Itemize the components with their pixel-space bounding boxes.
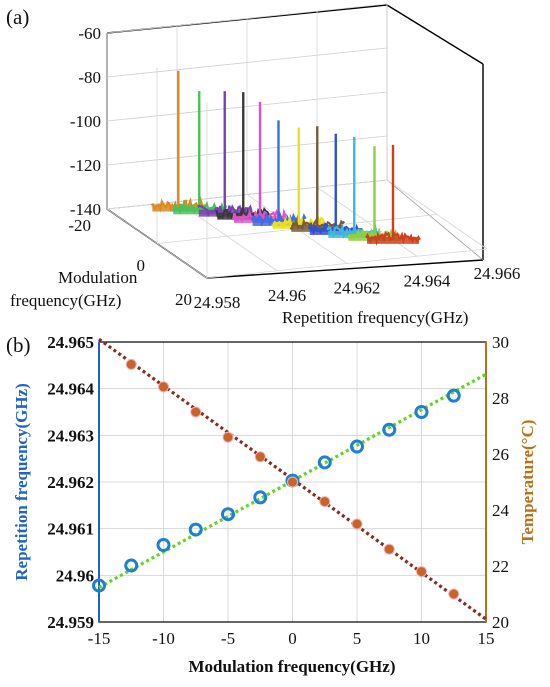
temperature-point bbox=[416, 566, 427, 578]
x-tick-label: 5 bbox=[353, 629, 362, 648]
rep-frequency-point bbox=[317, 455, 332, 470]
mod-tick-label: 0 bbox=[137, 256, 146, 275]
z-tick-label: -80 bbox=[78, 68, 101, 87]
rep-tick-label: 24.966 bbox=[474, 264, 521, 283]
y-right-tick-label: 22 bbox=[492, 557, 509, 576]
panel-b: (b) -15 -10 -5 0 5 10 15 24.959 24.96 24.961 24.96… bbox=[6, 333, 537, 676]
panel-a-ticks: -60 -80 -100 -120 -140-20 0 20 24.958 24.96 24.96… bbox=[68, 24, 520, 312]
panel-b-points bbox=[92, 358, 461, 600]
x-tick-label: 0 bbox=[288, 629, 297, 648]
rep-frequency-point bbox=[124, 558, 139, 573]
rep-tick-label: 24.964 bbox=[404, 271, 451, 290]
y-right-tick-label: 20 bbox=[492, 613, 509, 632]
mod-axis-label-line1: Modulation bbox=[58, 268, 138, 287]
x-tick-label: 15 bbox=[478, 629, 495, 648]
rep-frequency-point bbox=[221, 507, 235, 522]
y-left-tick-label: 24.963 bbox=[47, 426, 94, 445]
temperature-point bbox=[287, 476, 298, 488]
z-tick-label: -120 bbox=[70, 156, 101, 175]
rep-tick-label: 24.96 bbox=[268, 286, 306, 305]
panel-a-label: (a) bbox=[6, 5, 29, 29]
y-right-tick-label: 24 bbox=[492, 501, 510, 520]
y-left-axis-label: Repetition frequency(GHz) bbox=[12, 383, 31, 581]
rep-frequency-point bbox=[414, 405, 429, 419]
mod-tick-label: 20 bbox=[175, 290, 192, 309]
temperature-point bbox=[158, 381, 169, 393]
y-right-tick-label: 26 bbox=[492, 445, 509, 464]
mod-tick-label: -20 bbox=[68, 216, 91, 235]
y-left-tick-label: 24.964 bbox=[47, 380, 94, 399]
rep-frequency-point bbox=[382, 422, 397, 437]
box-bottom-front-edge bbox=[206, 259, 484, 279]
mod-axis-label-line2: frequency(GHz) bbox=[10, 291, 121, 310]
temperature-point bbox=[190, 406, 202, 418]
y-left-tick-label: 24.965 bbox=[47, 333, 94, 352]
box-bottom-right-edge bbox=[386, 179, 484, 261]
rep-tick-label: 24.962 bbox=[334, 279, 381, 298]
x-tick-label: 10 bbox=[413, 629, 430, 648]
rep-frequency-point bbox=[156, 538, 171, 552]
y-right-axis-label: Temperature(°C) bbox=[518, 420, 537, 545]
y-left-tick-label: 24.962 bbox=[47, 473, 94, 492]
x-tick-label: -5 bbox=[221, 629, 235, 648]
y-left-tick-label: 24.96 bbox=[56, 566, 94, 585]
temperature-point bbox=[383, 543, 395, 555]
temperature-point bbox=[254, 451, 266, 463]
x-tick-label: -10 bbox=[152, 629, 175, 648]
y-right-tick-label: 30 bbox=[492, 333, 509, 352]
y-right-tick-label: 28 bbox=[492, 389, 509, 408]
temperature-point bbox=[448, 588, 460, 600]
spectrum-noise-band bbox=[367, 236, 419, 244]
rep-tick-label: 24.958 bbox=[194, 293, 241, 312]
temperature-point bbox=[222, 431, 234, 443]
temperature-point bbox=[351, 518, 363, 530]
temperature-point bbox=[319, 496, 331, 508]
rep-frequency-point bbox=[350, 439, 364, 454]
panel-a-spectra bbox=[150, 70, 421, 246]
panel-b-ticks: -15 -10 -5 0 5 10 15 24.959 24.96 24.961 24.962 24.… bbox=[47, 333, 509, 648]
floor-gridline bbox=[206, 248, 488, 279]
rep-frequency-point bbox=[188, 522, 203, 537]
rep-frequency-point bbox=[253, 490, 268, 505]
temperature-point bbox=[125, 358, 137, 370]
box-top-right-edge bbox=[386, 4, 484, 65]
rep-frequency-point bbox=[92, 578, 106, 593]
y-left-tick-label: 24.959 bbox=[47, 613, 94, 632]
rep-frequency-point bbox=[446, 388, 461, 403]
x-axis-label: Modulation frequency(GHz) bbox=[189, 657, 396, 676]
x-tick-label: -15 bbox=[88, 629, 111, 648]
z-tick-label: -140 bbox=[70, 200, 101, 219]
panel-a-grid bbox=[106, 3, 488, 279]
panel-b-label: (b) bbox=[6, 333, 31, 357]
y-left-tick-label: 24.961 bbox=[47, 520, 94, 539]
z-tick-label: -60 bbox=[78, 24, 101, 43]
panel-a-box bbox=[106, 4, 484, 279]
z-tick-label: -100 bbox=[70, 112, 101, 131]
rep-axis-label: Repetition frequency(GHz) bbox=[282, 308, 468, 327]
